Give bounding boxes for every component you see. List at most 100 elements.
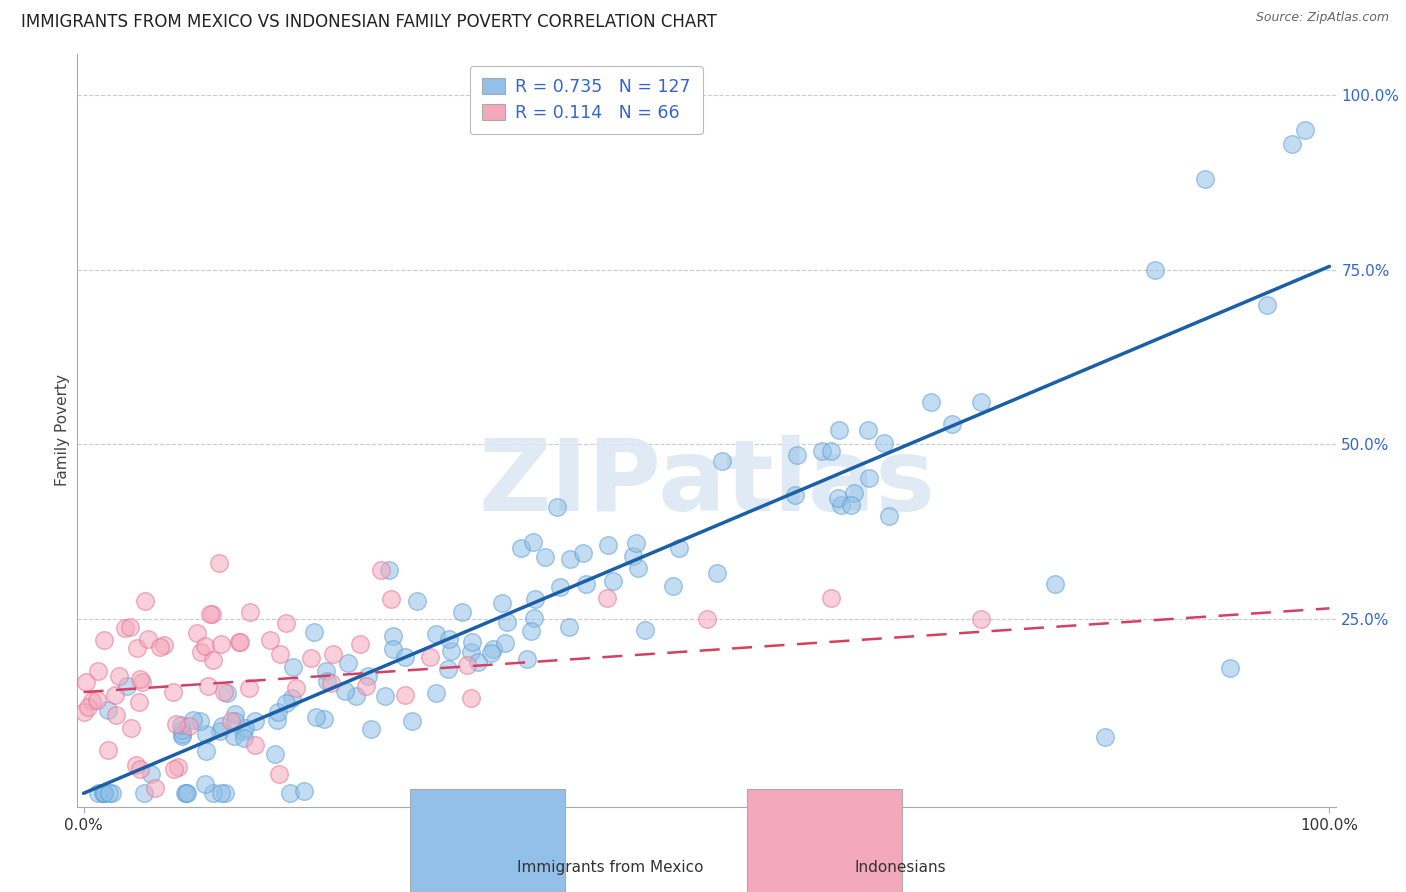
- Point: [174, 786, 197, 800]
- Point: [132, 786, 155, 800]
- Point: [98, 786, 121, 800]
- Point: [87, 786, 110, 800]
- Point: [202, 786, 225, 800]
- Point: [139, 767, 162, 781]
- Point: [1281, 137, 1303, 152]
- Point: [378, 563, 401, 577]
- Point: [194, 776, 217, 790]
- Text: ZIPatlas: ZIPatlas: [478, 434, 935, 532]
- Point: [229, 635, 252, 649]
- Point: [321, 675, 343, 690]
- Point: [830, 498, 852, 512]
- Point: [129, 762, 152, 776]
- Text: Source: ZipAtlas.com: Source: ZipAtlas.com: [1256, 11, 1389, 24]
- Point: [322, 647, 344, 661]
- Point: [200, 607, 222, 621]
- Point: [149, 640, 172, 654]
- Point: [546, 500, 568, 514]
- Point: [844, 486, 866, 500]
- Point: [198, 607, 221, 622]
- Point: [382, 642, 405, 657]
- Point: [523, 611, 546, 625]
- Point: [406, 594, 429, 608]
- Point: [360, 722, 382, 736]
- Point: [496, 615, 519, 630]
- Point: [461, 634, 484, 648]
- Point: [166, 760, 188, 774]
- Point: [195, 727, 218, 741]
- Point: [76, 699, 98, 714]
- Point: [177, 718, 200, 732]
- Point: [283, 660, 305, 674]
- Point: [238, 681, 260, 695]
- Point: [211, 719, 233, 733]
- Point: [209, 637, 232, 651]
- Point: [267, 766, 290, 780]
- Point: [548, 581, 571, 595]
- Point: [602, 574, 624, 588]
- Point: [266, 706, 288, 720]
- Point: [93, 786, 115, 800]
- Point: [634, 624, 657, 638]
- Point: [170, 730, 193, 744]
- Point: [370, 563, 392, 577]
- Point: [162, 685, 184, 699]
- Point: [209, 786, 232, 800]
- Point: [828, 423, 851, 437]
- Point: [437, 632, 460, 647]
- Point: [194, 639, 217, 653]
- Text: Indonesians: Indonesians: [855, 860, 946, 874]
- Point: [174, 786, 197, 800]
- Point: [163, 762, 186, 776]
- Point: [188, 714, 211, 729]
- Point: [1256, 298, 1278, 312]
- Point: [969, 612, 991, 626]
- Point: [209, 723, 232, 738]
- Point: [128, 672, 150, 686]
- Point: [1219, 661, 1241, 675]
- Point: [108, 669, 131, 683]
- Point: [93, 632, 115, 647]
- Point: [136, 632, 159, 647]
- Point: [711, 454, 734, 468]
- Point: [516, 651, 538, 665]
- Point: [228, 635, 250, 649]
- Point: [128, 695, 150, 709]
- Point: [596, 591, 619, 605]
- Point: [274, 696, 297, 710]
- Point: [97, 743, 120, 757]
- Point: [181, 713, 204, 727]
- Point: [451, 605, 474, 619]
- Point: [662, 579, 685, 593]
- Point: [131, 674, 153, 689]
- Point: [394, 650, 416, 665]
- Point: [316, 673, 339, 688]
- Point: [104, 688, 127, 702]
- Point: [394, 689, 416, 703]
- Point: [520, 624, 543, 638]
- Point: [839, 498, 862, 512]
- Point: [783, 488, 806, 502]
- Point: [357, 669, 380, 683]
- Point: [269, 647, 291, 661]
- Point: [87, 664, 110, 678]
- Point: [91, 786, 114, 800]
- Point: [314, 712, 336, 726]
- Point: [1144, 263, 1167, 277]
- Point: [873, 436, 896, 450]
- Point: [380, 592, 402, 607]
- Point: [292, 784, 315, 798]
- Point: [467, 655, 489, 669]
- Point: [224, 706, 246, 721]
- Point: [190, 645, 212, 659]
- Point: [232, 724, 254, 739]
- Point: [152, 638, 174, 652]
- Point: [598, 538, 620, 552]
- Point: [100, 786, 122, 800]
- Point: [224, 729, 246, 743]
- Point: [494, 636, 516, 650]
- Point: [456, 657, 478, 672]
- Point: [479, 646, 502, 660]
- Point: [401, 714, 423, 729]
- Point: [668, 541, 690, 556]
